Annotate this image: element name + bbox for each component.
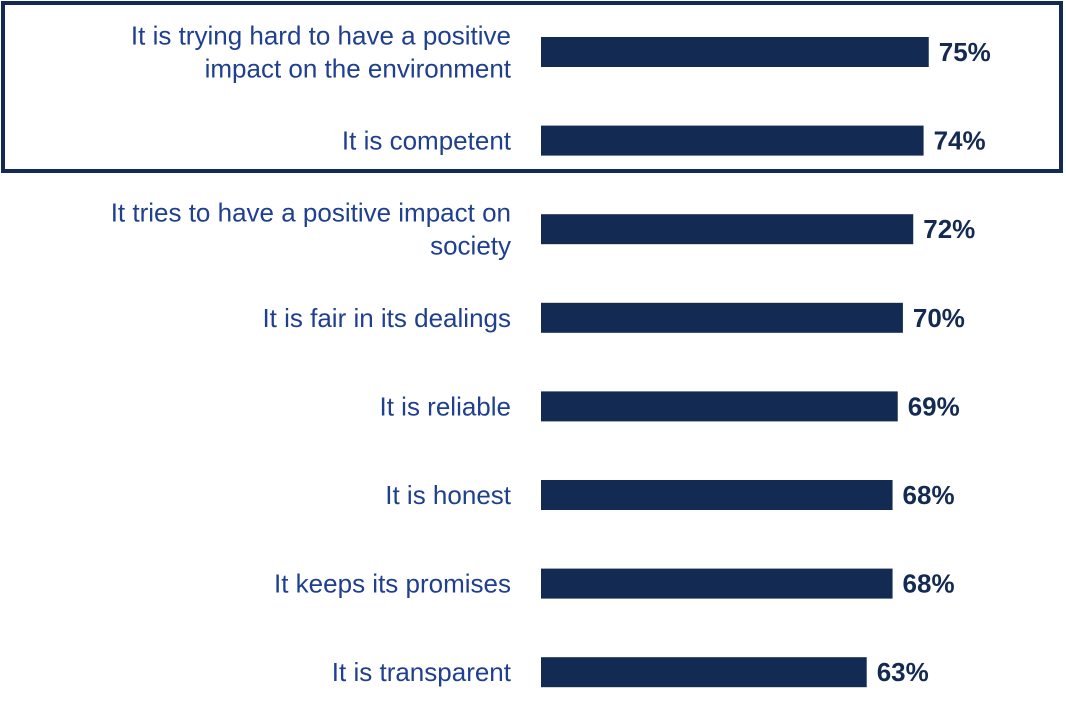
value-label-2: 72% xyxy=(923,214,975,244)
highlight-box xyxy=(1,1,1063,173)
bars-layer: 75% It is trying hard to have a positive i… xyxy=(111,21,991,688)
bar-7 xyxy=(541,657,867,688)
bar-3 xyxy=(541,302,903,333)
value-label-3: 70% xyxy=(913,303,965,333)
bar-0 xyxy=(541,37,929,67)
bar-5 xyxy=(541,480,893,510)
category-label-7: It is transparent xyxy=(332,657,512,687)
category-label-3: It is fair in its dealings xyxy=(262,303,511,333)
category-label-5: It is honest xyxy=(385,480,512,510)
value-label-0: 75% xyxy=(939,37,991,67)
category-label-1: It is competent xyxy=(342,126,512,156)
value-label-1: 74% xyxy=(934,126,986,156)
bar-1 xyxy=(541,125,924,156)
value-label-7: 63% xyxy=(877,657,929,687)
bar-6 xyxy=(541,568,893,599)
value-label-6: 68% xyxy=(903,569,955,599)
bar-4 xyxy=(541,391,898,422)
category-label-0: It is trying hard to have a positive impa… xyxy=(131,21,512,84)
category-label-2: It tries to have a positive impact on soc… xyxy=(111,198,511,261)
category-label-4: It is reliable xyxy=(380,391,512,421)
category-label-6: It keeps its promises xyxy=(274,569,511,599)
value-label-4: 69% xyxy=(908,391,960,421)
value-label-5: 68% xyxy=(903,480,955,510)
bar-2 xyxy=(541,214,914,245)
